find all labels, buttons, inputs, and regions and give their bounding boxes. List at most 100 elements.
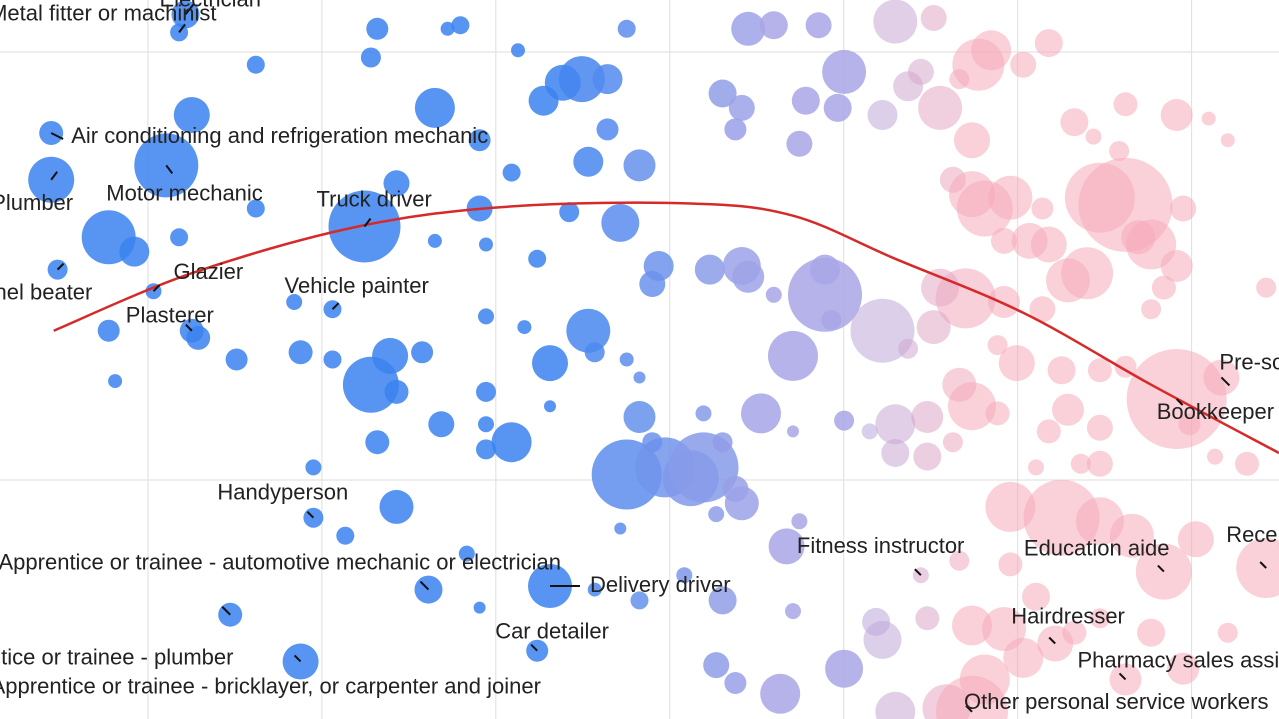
point-label: Hairdresser bbox=[1011, 604, 1125, 629]
bubble bbox=[517, 320, 532, 335]
bubble-labeled bbox=[1109, 663, 1142, 696]
bubble bbox=[601, 203, 640, 242]
bubble bbox=[791, 513, 808, 530]
bubble bbox=[805, 12, 832, 39]
bubble bbox=[476, 439, 496, 460]
bubble bbox=[639, 271, 666, 297]
bubble bbox=[918, 85, 963, 130]
bubble bbox=[630, 591, 649, 610]
bubble bbox=[695, 405, 712, 422]
bubble bbox=[1170, 195, 1197, 222]
label-leader bbox=[184, 3, 195, 16]
bubble bbox=[451, 16, 470, 35]
bubble bbox=[1036, 419, 1061, 444]
bubble bbox=[1029, 296, 1056, 323]
bubble bbox=[532, 345, 568, 382]
bubble bbox=[623, 149, 656, 182]
bubble bbox=[1201, 111, 1216, 126]
bubble bbox=[596, 118, 619, 141]
label-leader bbox=[178, 23, 186, 33]
bubble bbox=[573, 146, 604, 177]
bubble bbox=[907, 58, 934, 85]
bubble bbox=[1085, 128, 1102, 145]
bubble bbox=[788, 257, 862, 332]
bubble bbox=[559, 202, 580, 223]
bubble bbox=[440, 21, 455, 36]
bubble bbox=[428, 411, 455, 438]
bubble bbox=[987, 335, 1008, 356]
bubble-labeled bbox=[936, 675, 1008, 719]
point-label: Pharmacy sales assistant bbox=[1078, 648, 1279, 673]
bubble bbox=[468, 129, 491, 152]
bubble bbox=[1086, 414, 1113, 441]
point-label: Air conditioning and refrigeration mecha… bbox=[71, 123, 488, 148]
bubble bbox=[786, 130, 813, 157]
point-label: Education aide bbox=[1024, 536, 1170, 561]
bubble-labeled bbox=[323, 300, 342, 319]
bubble bbox=[633, 371, 646, 384]
label-leader bbox=[50, 171, 58, 181]
bubble bbox=[1256, 277, 1277, 298]
bubble bbox=[703, 652, 730, 679]
point-label: Pre-school teacher bbox=[1219, 350, 1279, 375]
bubble bbox=[617, 19, 636, 38]
bubble bbox=[286, 294, 303, 310]
bubble bbox=[246, 55, 265, 74]
bubbles bbox=[28, 0, 1279, 719]
bubble-labeled bbox=[1236, 538, 1279, 598]
bubble bbox=[949, 550, 970, 571]
bubble bbox=[584, 342, 605, 363]
bubble-labeled bbox=[1135, 543, 1192, 600]
label-leader bbox=[1118, 672, 1127, 681]
bubble bbox=[971, 30, 1012, 71]
bubble bbox=[916, 310, 951, 345]
bubble-labeled bbox=[1037, 625, 1074, 662]
label-leader bbox=[1048, 636, 1056, 645]
bubble bbox=[1030, 226, 1067, 263]
point-label: Apprentice or trainee - bricklayer, or c… bbox=[0, 674, 541, 699]
bubble bbox=[708, 79, 737, 108]
bubble bbox=[768, 330, 818, 381]
bubble bbox=[366, 17, 389, 40]
label-leader bbox=[221, 606, 231, 616]
bubble bbox=[898, 338, 919, 359]
bubble bbox=[724, 118, 747, 141]
point-label: Apprentice or trainee - plumber bbox=[0, 645, 233, 670]
label-leader bbox=[1220, 376, 1231, 387]
label-leader bbox=[331, 302, 340, 310]
bubble bbox=[724, 486, 759, 521]
bubble bbox=[246, 199, 265, 218]
point-label: Truck driver bbox=[317, 187, 432, 212]
bubble-labeled bbox=[28, 156, 75, 203]
label-leader bbox=[152, 284, 161, 292]
bubble bbox=[544, 400, 556, 413]
label-leader bbox=[965, 705, 973, 713]
bubble-labeled bbox=[328, 190, 401, 263]
bubble bbox=[732, 260, 765, 293]
bubble bbox=[881, 439, 910, 467]
point-label: Vehicle painter bbox=[285, 273, 429, 298]
bubble bbox=[787, 425, 799, 438]
label-leader bbox=[1157, 564, 1165, 573]
bubble bbox=[867, 100, 898, 130]
bubble bbox=[712, 432, 733, 453]
bubble bbox=[365, 430, 390, 455]
bubble bbox=[785, 603, 801, 620]
bubble bbox=[822, 49, 867, 94]
bubble bbox=[760, 673, 801, 714]
bubble bbox=[741, 393, 781, 434]
bubble bbox=[458, 545, 475, 562]
bubble bbox=[823, 93, 852, 122]
label-leader bbox=[306, 510, 315, 519]
bubble bbox=[623, 401, 656, 433]
bubble bbox=[861, 423, 878, 440]
bubble bbox=[759, 11, 788, 40]
bubble bbox=[863, 620, 902, 659]
bubble bbox=[479, 237, 493, 252]
bubble bbox=[108, 374, 123, 389]
bubble bbox=[913, 442, 942, 471]
bubble bbox=[988, 175, 1033, 220]
bubble bbox=[1022, 582, 1050, 611]
trend-line bbox=[53, 201, 1279, 455]
